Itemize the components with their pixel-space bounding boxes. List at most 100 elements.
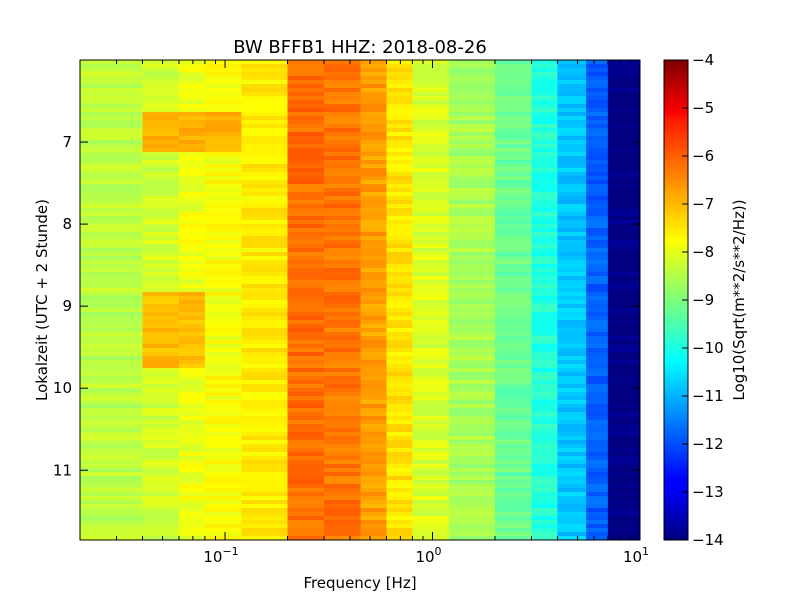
heatmap-cell xyxy=(179,356,206,361)
heatmap-cell xyxy=(360,216,387,221)
heatmap-cell xyxy=(204,368,242,373)
colorbar-tick-label: −8 xyxy=(692,243,714,261)
heatmap-cell xyxy=(412,320,450,325)
heatmap-cell xyxy=(557,444,587,449)
heatmap-cell xyxy=(179,228,206,233)
heatmap-cell xyxy=(360,524,387,529)
heatmap-cell xyxy=(557,340,587,345)
heatmap-cell xyxy=(142,460,180,465)
heatmap-cell xyxy=(241,204,288,209)
heatmap-cell xyxy=(360,304,387,309)
heatmap-cell xyxy=(360,232,387,237)
heatmap-cell xyxy=(531,236,558,241)
heatmap-cell xyxy=(360,156,387,161)
colorbar-tick-label: −14 xyxy=(692,531,724,549)
heatmap-cell xyxy=(204,372,242,377)
heatmap-cell xyxy=(80,196,143,201)
heatmap-cell xyxy=(204,460,242,465)
heatmap-cell xyxy=(179,176,206,181)
heatmap-cell xyxy=(360,496,387,501)
heatmap-cell xyxy=(287,440,325,445)
heatmap-cell xyxy=(241,216,288,221)
heatmap-cell xyxy=(324,300,361,305)
heatmap-cell xyxy=(324,72,361,77)
heatmap-cell xyxy=(448,448,496,453)
heatmap-cell xyxy=(448,220,496,225)
heatmap-cell xyxy=(448,292,496,297)
heatmap-cell xyxy=(386,108,413,113)
heatmap-cell xyxy=(179,160,206,165)
heatmap-cell xyxy=(142,516,180,521)
heatmap-cell xyxy=(324,100,361,105)
heatmap-cell xyxy=(494,488,532,493)
heatmap-cell xyxy=(360,448,387,453)
heatmap-cell xyxy=(324,220,361,225)
heatmap-cell xyxy=(204,528,242,533)
heatmap-cell xyxy=(80,228,143,233)
heatmap-cell xyxy=(586,392,609,397)
heatmap-cell xyxy=(360,464,387,469)
heatmap-cell xyxy=(142,472,180,477)
heatmap-cell xyxy=(494,88,532,93)
heatmap-cell xyxy=(607,456,641,461)
heatmap-cell xyxy=(386,120,413,125)
heatmap-cell xyxy=(324,488,361,493)
heatmap-cell xyxy=(179,456,206,461)
heatmap-cell xyxy=(557,148,587,153)
heatmap-cell xyxy=(204,464,242,469)
heatmap-cell xyxy=(80,532,143,537)
heatmap-cell xyxy=(607,168,641,173)
heatmap-cell xyxy=(80,72,143,77)
heatmap-cell xyxy=(324,416,361,421)
heatmap-cell xyxy=(360,168,387,173)
heatmap-cell xyxy=(448,372,496,377)
heatmap-cell xyxy=(80,124,143,129)
heatmap-cell xyxy=(412,288,450,293)
heatmap-cell xyxy=(324,240,361,245)
heatmap-cell xyxy=(586,332,609,337)
heatmap-cell xyxy=(324,316,361,321)
heatmap-cell xyxy=(557,88,587,93)
heatmap-cell xyxy=(204,324,242,329)
heatmap-cell xyxy=(412,212,450,217)
heatmap-cell xyxy=(179,140,206,145)
heatmap-cell xyxy=(494,500,532,505)
heatmap-cell xyxy=(360,64,387,69)
heatmap-cell xyxy=(287,172,325,177)
heatmap-cell xyxy=(586,268,609,273)
heatmap-cell xyxy=(324,368,361,373)
heatmap-cell xyxy=(324,464,361,469)
heatmap-cell xyxy=(287,112,325,117)
heatmap-cell xyxy=(412,472,450,477)
heatmap-cell xyxy=(179,72,206,77)
heatmap-cell xyxy=(607,160,641,165)
heatmap-cell xyxy=(80,296,143,301)
heatmap-cell xyxy=(557,300,587,305)
heatmap-cell xyxy=(287,400,325,405)
heatmap-cell xyxy=(412,380,450,385)
heatmap-cell xyxy=(142,240,180,245)
heatmap-cell xyxy=(531,224,558,229)
heatmap-cell xyxy=(142,296,180,301)
heatmap-cell xyxy=(179,244,206,249)
heatmap-cell xyxy=(586,192,609,197)
heatmap-cell xyxy=(204,416,242,421)
colorbar-tick-label: −6 xyxy=(692,147,714,165)
heatmap-cell xyxy=(494,344,532,349)
heatmap-cell xyxy=(448,108,496,113)
heatmap-cell xyxy=(142,408,180,413)
heatmap-cell xyxy=(448,340,496,345)
heatmap-cell xyxy=(241,384,288,389)
heatmap-cell xyxy=(448,60,496,65)
heatmap-cell xyxy=(607,92,641,97)
heatmap-cell xyxy=(241,228,288,233)
heatmap-cell xyxy=(607,312,641,317)
heatmap-cell xyxy=(386,448,413,453)
heatmap-cell xyxy=(531,536,558,541)
heatmap-cell xyxy=(386,308,413,313)
heatmap-cell xyxy=(360,428,387,433)
heatmap-cell xyxy=(204,512,242,517)
heatmap-cell xyxy=(386,176,413,181)
heatmap-cell xyxy=(557,244,587,249)
